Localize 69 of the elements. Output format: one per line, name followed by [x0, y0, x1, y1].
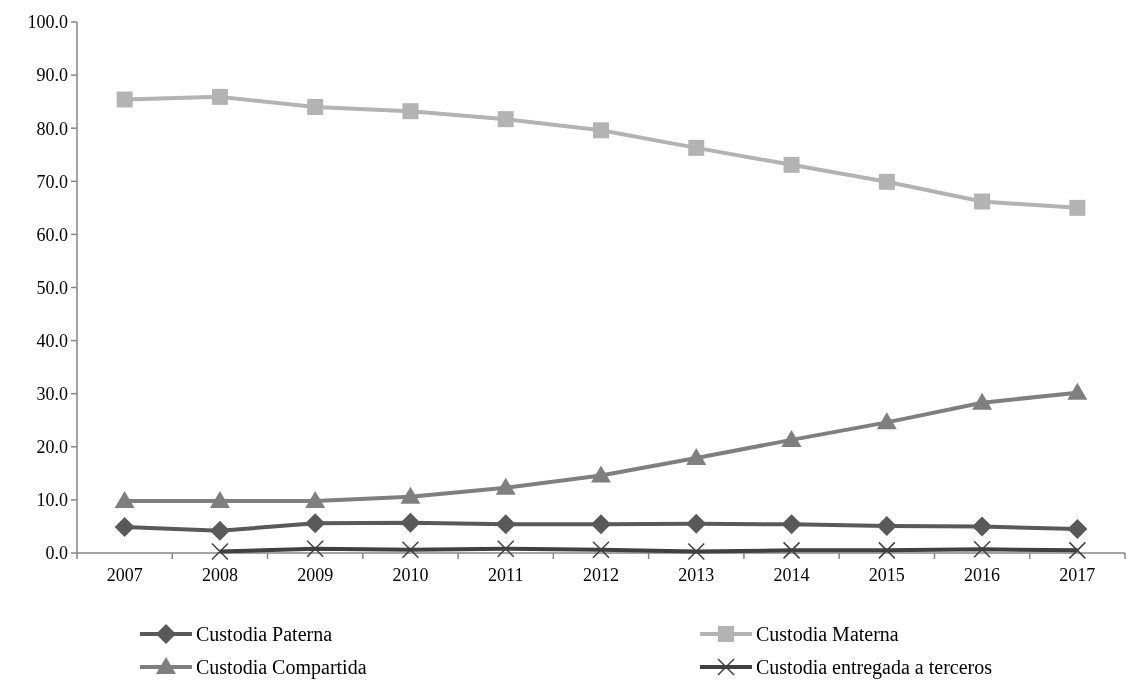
- point: [211, 542, 229, 561]
- point: [972, 516, 993, 537]
- x-tick-label: 2007: [106, 565, 143, 585]
- y-tick-label: 30.0: [36, 384, 68, 404]
- point: [497, 111, 514, 128]
- point: [495, 514, 516, 535]
- point: [1068, 541, 1087, 560]
- y-tick-label: 40.0: [36, 330, 68, 351]
- y-tick-label: 0.0: [45, 543, 68, 564]
- y-tick-label: 100.0: [27, 12, 68, 33]
- y-tick-label: 80.0: [36, 118, 68, 139]
- point: [400, 486, 421, 504]
- y-tick-label: 70.0: [36, 171, 68, 192]
- x-tick-label: 2014: [773, 565, 810, 585]
- point: [114, 516, 135, 537]
- point: [593, 122, 609, 139]
- point: [592, 541, 610, 559]
- x-tick-label: 2016: [964, 565, 1001, 585]
- legend-label: Custodia entregada a terceros: [756, 656, 993, 679]
- x-tick-label: 2010: [392, 565, 429, 585]
- point: [782, 541, 801, 560]
- point: [686, 447, 707, 465]
- x-tick-label: 2013: [678, 565, 715, 585]
- x-tick-label: 2009: [297, 565, 334, 585]
- point: [1069, 199, 1086, 216]
- point: [974, 193, 991, 210]
- point: [305, 513, 326, 534]
- point: [973, 540, 991, 559]
- point: [1067, 519, 1088, 540]
- point: [401, 541, 420, 559]
- point: [402, 103, 419, 120]
- legend-label: Custodia Compartida: [196, 656, 367, 679]
- point: [686, 513, 707, 534]
- point: [972, 392, 993, 410]
- x-tick-label: 2017: [1059, 565, 1096, 585]
- x-tick-label: 2012: [583, 565, 619, 585]
- legend-label: Custodia Materna: [756, 623, 899, 645]
- point: [687, 542, 706, 561]
- point: [209, 490, 230, 508]
- legend-label: Custodia Paterna: [196, 623, 333, 645]
- point: [783, 156, 800, 173]
- point: [307, 98, 324, 115]
- point: [878, 541, 896, 560]
- x-tick-label: 2015: [868, 565, 905, 585]
- point: [496, 540, 515, 558]
- point: [781, 429, 802, 447]
- point: [591, 465, 611, 483]
- y-tick-label: 50.0: [36, 277, 68, 298]
- y-tick-label: 10.0: [36, 490, 68, 511]
- y-tick-label: 20.0: [36, 437, 68, 458]
- point: [211, 88, 228, 105]
- point: [876, 515, 897, 536]
- point: [305, 490, 326, 508]
- x-tick-label: 2011: [488, 565, 524, 585]
- point: [688, 139, 705, 156]
- point: [209, 520, 230, 541]
- point: [306, 540, 324, 558]
- y-tick-label: 90.0: [36, 65, 68, 86]
- point: [114, 490, 135, 508]
- point: [1067, 382, 1088, 400]
- x-tick-label: 2008: [201, 565, 238, 585]
- point: [495, 477, 516, 495]
- point: [400, 512, 421, 533]
- point: [878, 173, 895, 190]
- point: [781, 514, 802, 535]
- point: [116, 91, 133, 108]
- point: [591, 514, 611, 535]
- y-tick-label: 60.0: [36, 224, 68, 245]
- point: [876, 412, 897, 430]
